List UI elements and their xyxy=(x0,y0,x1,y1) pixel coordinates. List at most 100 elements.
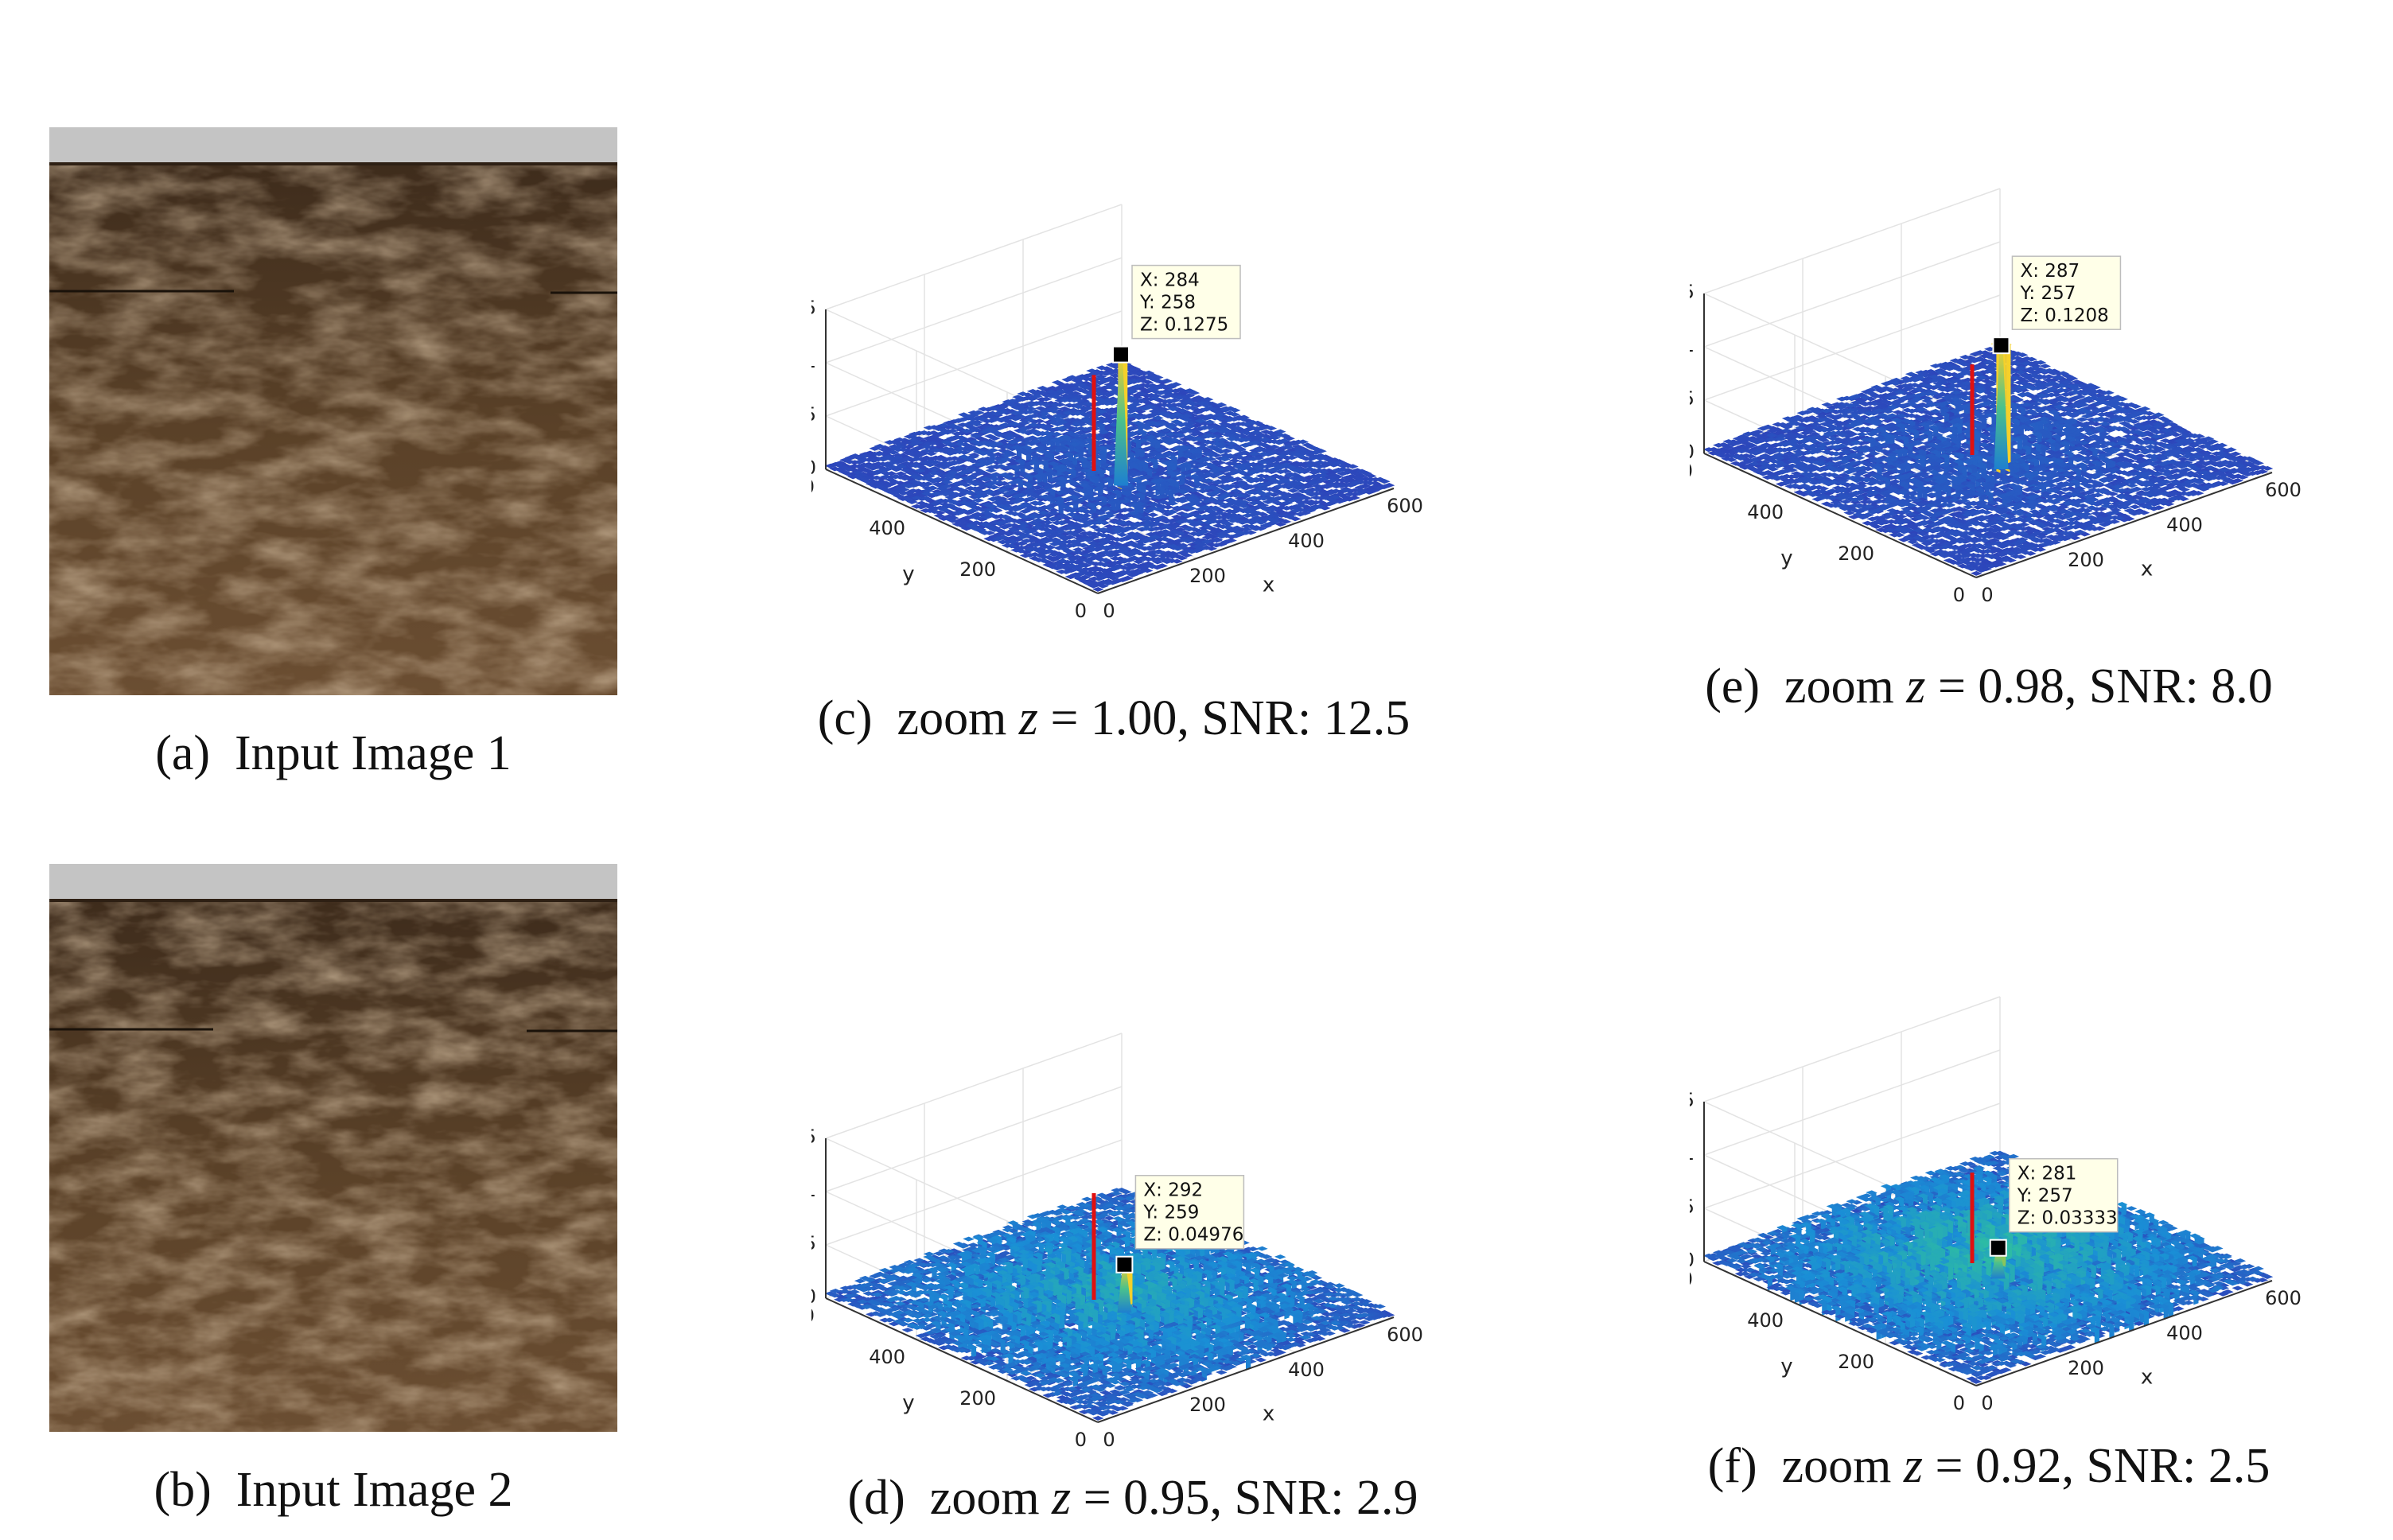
surface-cell xyxy=(1211,441,1223,446)
y-axis xyxy=(825,469,1099,594)
surface-cell xyxy=(1166,554,1179,559)
surface-cell xyxy=(1079,523,1091,528)
surface-cell xyxy=(1240,475,1253,480)
surface-cell xyxy=(1290,508,1302,514)
surface-cell xyxy=(1040,485,1053,491)
surface-cell xyxy=(1016,541,1028,546)
surface-cell xyxy=(1101,401,1114,406)
surface-cell xyxy=(1032,522,1044,527)
surface-cell xyxy=(1246,519,1258,525)
surface-cell xyxy=(1078,480,1091,485)
surface-cell xyxy=(889,474,902,480)
surface-cell xyxy=(1062,548,1075,554)
surface-cell xyxy=(1100,545,1113,550)
surface-cell xyxy=(1109,560,1121,566)
surface-cell xyxy=(1112,573,1124,578)
surface-cell xyxy=(1142,508,1154,514)
surface-cell xyxy=(983,481,996,487)
surface-cell xyxy=(1032,467,1045,472)
surface-cell xyxy=(1076,375,1088,381)
surface-cell xyxy=(1087,540,1099,546)
surface-cell xyxy=(890,467,903,472)
surface-cell xyxy=(1050,1216,1062,1222)
surface-cell xyxy=(1031,394,1043,399)
surface-cell xyxy=(1173,531,1185,536)
surface-cell xyxy=(1126,478,1138,484)
surface-cell xyxy=(1293,477,1305,483)
surface-cell xyxy=(1032,518,1045,523)
surface-cell xyxy=(1099,371,1112,376)
surface-cell xyxy=(1024,409,1037,414)
surface-cell xyxy=(1223,417,1235,422)
surface-cell xyxy=(1055,527,1068,531)
surface-cell xyxy=(1107,575,1119,581)
surface-plot-c-svg: 0200400600020040060000.050.10.15xyvalueX… xyxy=(730,204,1423,622)
surface-cell xyxy=(1011,1223,1024,1229)
surface-cell xyxy=(1274,469,1287,474)
surface-cell xyxy=(1248,496,1260,501)
surface-cell xyxy=(1108,566,1120,572)
surface-cell xyxy=(1053,490,1066,496)
surface-cell xyxy=(1061,461,1074,466)
surface-cell xyxy=(1028,1247,1041,1253)
surface-cell xyxy=(1202,524,1215,530)
surface-cell xyxy=(1041,519,1054,525)
surface-cell xyxy=(946,1258,959,1264)
surface-cell xyxy=(1226,1254,1239,1259)
surface-cell xyxy=(1270,519,1282,524)
surface-cell xyxy=(1018,1249,1030,1254)
surface-cell xyxy=(862,469,874,474)
surface-cell xyxy=(947,1255,959,1261)
surface-cell xyxy=(925,451,937,457)
surface-cell xyxy=(1236,470,1249,476)
surface-cell xyxy=(1053,414,1064,419)
surface-cell xyxy=(975,1254,987,1259)
surface-cell xyxy=(986,406,999,411)
surface-cell xyxy=(1152,550,1165,555)
surface-cell xyxy=(1088,583,1099,589)
surface-cell xyxy=(1221,524,1234,530)
surface-cell xyxy=(1180,470,1192,476)
surface-cell xyxy=(1068,1223,1080,1229)
surface-cell xyxy=(1049,402,1061,408)
surface-cell xyxy=(1165,470,1177,476)
surface-cell xyxy=(1141,523,1153,528)
surface-cell xyxy=(972,497,985,503)
surface-cell xyxy=(1053,496,1065,501)
surface-cell xyxy=(982,1235,994,1240)
surface-cell xyxy=(1033,506,1045,511)
surface-cell xyxy=(1067,1235,1079,1241)
surface-cell xyxy=(1022,474,1034,480)
surface-cell xyxy=(1185,501,1198,507)
surface-cell xyxy=(1096,445,1108,451)
surface-cell xyxy=(1025,396,1038,402)
surface-cell xyxy=(1295,454,1308,460)
surface-cell xyxy=(1076,508,1088,513)
surface-cell xyxy=(1168,534,1181,539)
surface-cell xyxy=(999,514,1011,519)
surface-cell xyxy=(1235,531,1247,536)
surface-cell xyxy=(970,434,982,439)
surface-cell xyxy=(1064,525,1077,531)
surface-cell xyxy=(1261,507,1274,512)
surface-cell xyxy=(1238,504,1250,508)
surface-cell xyxy=(1226,434,1239,439)
surface-cell xyxy=(1110,1191,1123,1196)
surface-cell xyxy=(1010,445,1023,450)
surface-cell xyxy=(1025,491,1037,496)
surface-cell xyxy=(1169,480,1181,485)
surface-cell xyxy=(988,527,1001,532)
surface-cell xyxy=(1282,445,1294,449)
surface-cell xyxy=(1037,386,1049,391)
surface-cell xyxy=(901,496,914,502)
caption-c-var: z xyxy=(1018,691,1038,745)
surface-cell xyxy=(1313,464,1325,469)
surface-cell xyxy=(1024,547,1037,553)
surface-cell xyxy=(952,511,964,516)
surface-cell xyxy=(1101,1231,1113,1236)
surface-cell xyxy=(908,435,920,441)
surface-cell xyxy=(1015,406,1028,412)
surface-cell xyxy=(1021,437,1033,442)
surface-cell xyxy=(1056,1204,1068,1210)
surface-cell xyxy=(1281,505,1293,511)
